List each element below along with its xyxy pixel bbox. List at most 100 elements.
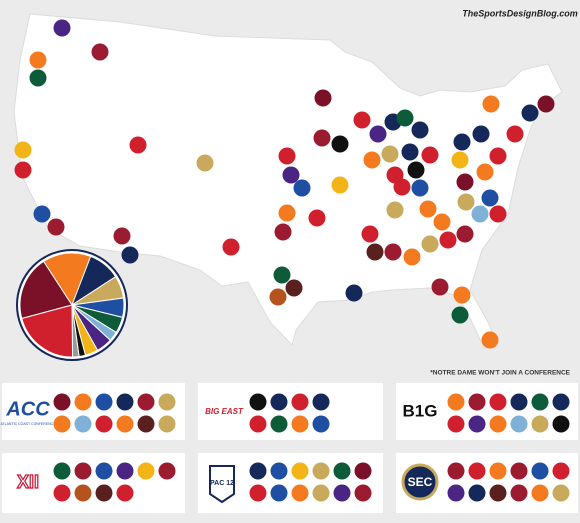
school-dot [345, 284, 363, 302]
school-dot [396, 109, 414, 127]
school-dot [481, 331, 499, 349]
color-dot [510, 393, 528, 411]
school-dot [14, 161, 32, 179]
school-dot [453, 286, 471, 304]
logo-badge [401, 463, 439, 501]
color-dot [333, 484, 351, 502]
school-dot [407, 161, 425, 179]
color-dot [249, 393, 267, 411]
school-dot [439, 231, 457, 249]
color-dot [354, 462, 372, 480]
color-dot [312, 393, 330, 411]
color-dot [531, 415, 549, 433]
panel [2, 383, 185, 440]
school-dot [411, 179, 429, 197]
school-dot [471, 205, 489, 223]
color-dot [531, 393, 549, 411]
school-dot [369, 125, 387, 143]
color-dot [312, 484, 330, 502]
color-dot [249, 484, 267, 502]
school-dot [489, 147, 507, 165]
color-dot [95, 415, 113, 433]
school-dot [421, 146, 439, 164]
color-dot [53, 484, 71, 502]
color-dot [291, 393, 309, 411]
color-dot [552, 462, 570, 480]
color-dot [270, 415, 288, 433]
color-dot [158, 462, 176, 480]
school-dot [381, 145, 399, 163]
color-dot [552, 393, 570, 411]
color-dot [531, 484, 549, 502]
color-dot [468, 415, 486, 433]
school-dot [393, 178, 411, 196]
panel [198, 383, 383, 440]
color-dot [116, 462, 134, 480]
school-dot [274, 223, 292, 241]
color-dot [53, 462, 71, 480]
school-dot [456, 225, 474, 243]
school-dot [451, 306, 469, 324]
color-dot [74, 462, 92, 480]
panel [2, 453, 185, 513]
color-dot [468, 484, 486, 502]
school-dot [481, 189, 499, 207]
logo: PAC 12 [210, 480, 234, 487]
school-dot [293, 179, 311, 197]
color-dot [468, 393, 486, 411]
color-dot [489, 415, 507, 433]
color-dot [312, 462, 330, 480]
color-dot [333, 462, 351, 480]
color-dot [531, 462, 549, 480]
color-dot [447, 484, 465, 502]
school-dot [285, 279, 303, 297]
school-dot [278, 147, 296, 165]
color-dot [158, 415, 176, 433]
color-dot [53, 415, 71, 433]
school-dot [403, 248, 421, 266]
logo: BIG EAST [205, 407, 244, 416]
school-dot [401, 143, 419, 161]
logo-sub: ATLANTIC COAST CONFERENCE [0, 422, 56, 426]
color-dot [74, 484, 92, 502]
pie [19, 252, 125, 358]
school-dot [33, 205, 51, 223]
school-dot [47, 218, 65, 236]
color-dot [95, 393, 113, 411]
color-dot [291, 415, 309, 433]
color-dot [158, 393, 176, 411]
school-dot [91, 43, 109, 61]
color-dot [510, 415, 528, 433]
school-dot [282, 166, 300, 184]
school-dot [273, 266, 291, 284]
school-dot [278, 204, 296, 222]
school-dot [363, 151, 381, 169]
school-dot [476, 163, 494, 181]
color-dot [249, 415, 267, 433]
school-dot [113, 227, 131, 245]
color-dot [95, 484, 113, 502]
school-dot [196, 154, 214, 172]
school-dot [353, 111, 371, 129]
color-dot [552, 484, 570, 502]
color-dot [354, 484, 372, 502]
logo: ACC [5, 398, 50, 420]
school-dot [472, 125, 490, 143]
school-dot [361, 225, 379, 243]
school-dot [419, 200, 437, 218]
pie-slice [21, 304, 74, 358]
school-dot [482, 95, 500, 113]
note: *NOTRE DAME WON'T JOIN A CONFERENCE [430, 370, 570, 377]
school-dot [313, 129, 331, 147]
school-dot [269, 288, 287, 306]
watermark: TheSportsDesignBlog.com [462, 8, 578, 18]
school-dot [433, 213, 451, 231]
pie-slice [42, 252, 92, 307]
school-dot [331, 176, 349, 194]
logo-shield [209, 465, 235, 504]
school-dot [411, 121, 429, 139]
logo: SEC [408, 475, 433, 489]
color-dot [468, 462, 486, 480]
